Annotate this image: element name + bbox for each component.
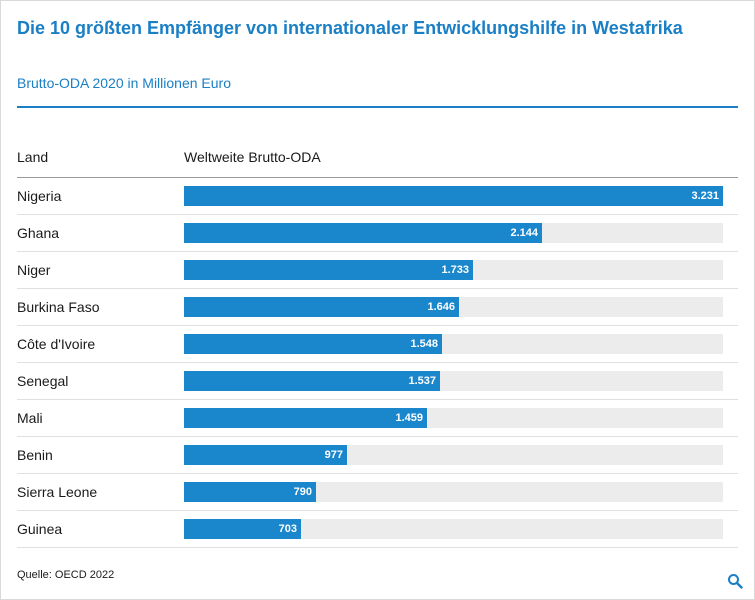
bar-track: 3.231 <box>184 186 723 206</box>
bar-track: 790 <box>184 482 723 502</box>
country-label: Benin <box>17 447 53 463</box>
country-label: Guinea <box>17 521 63 537</box>
source-note: Quelle: OECD 2022 <box>17 569 115 581</box>
bar: 3.231 <box>184 186 723 206</box>
value-label: 1.537 <box>408 375 436 387</box>
value-label: 977 <box>324 449 343 461</box>
value-label: 1.548 <box>410 338 438 350</box>
value-label: 1.459 <box>395 412 423 424</box>
country-label: Niger <box>17 262 51 278</box>
value-label: 703 <box>278 523 297 535</box>
column-header-land: Land <box>17 149 49 165</box>
country-label: Sierra Leone <box>17 484 98 500</box>
bar-track: 977 <box>184 445 723 465</box>
header-divider <box>17 106 738 108</box>
table-row: Burkina Faso 1.646 <box>17 289 738 326</box>
value-label: 2.144 <box>510 227 538 239</box>
bar: 1.733 <box>184 260 473 280</box>
value-label: 1.646 <box>427 301 455 313</box>
chart-title: Die 10 größten Empfänger von internation… <box>17 18 683 38</box>
country-label: Nigeria <box>17 188 62 204</box>
table-row: Côte d'Ivoire 1.548 <box>17 326 738 363</box>
country-label: Mali <box>17 410 43 426</box>
table-row: Niger 1.733 <box>17 252 738 289</box>
column-header-oda: Weltweite Brutto-ODA <box>184 149 321 165</box>
bar: 790 <box>184 482 316 502</box>
chart-subtitle: Brutto-ODA 2020 in Millionen Euro <box>17 75 231 91</box>
bar: 1.459 <box>184 408 427 428</box>
table-row: Mali 1.459 <box>17 400 738 437</box>
bar: 1.537 <box>184 371 440 391</box>
bar-track: 1.459 <box>184 408 723 428</box>
country-label: Ghana <box>17 225 60 241</box>
bar: 1.646 <box>184 297 459 317</box>
value-label: 1.733 <box>441 264 469 276</box>
bar: 2.144 <box>184 223 542 243</box>
bar: 977 <box>184 445 347 465</box>
table-row: Guinea 703 <box>17 511 738 548</box>
table-header-divider <box>17 177 738 178</box>
value-label: 3.231 <box>691 190 719 202</box>
bar: 1.548 <box>184 334 442 354</box>
bar-track: 2.144 <box>184 223 723 243</box>
bar-track: 1.537 <box>184 371 723 391</box>
table-row: Sierra Leone 790 <box>17 474 738 511</box>
country-label: Côte d'Ivoire <box>17 336 96 352</box>
bar: 703 <box>184 519 301 539</box>
bar-track: 1.733 <box>184 260 723 280</box>
table-row: Benin 977 <box>17 437 738 474</box>
table-row: Nigeria 3.231 <box>17 178 738 215</box>
table-row: Ghana 2.144 <box>17 215 738 252</box>
table-row: Senegal 1.537 <box>17 363 738 400</box>
bar-track: 1.548 <box>184 334 723 354</box>
value-label: 790 <box>293 486 312 498</box>
bar-track: 1.646 <box>184 297 723 317</box>
magnifier-icon[interactable] <box>727 573 743 589</box>
country-label: Senegal <box>17 373 69 389</box>
country-label: Burkina Faso <box>17 299 100 315</box>
bar-track: 703 <box>184 519 723 539</box>
